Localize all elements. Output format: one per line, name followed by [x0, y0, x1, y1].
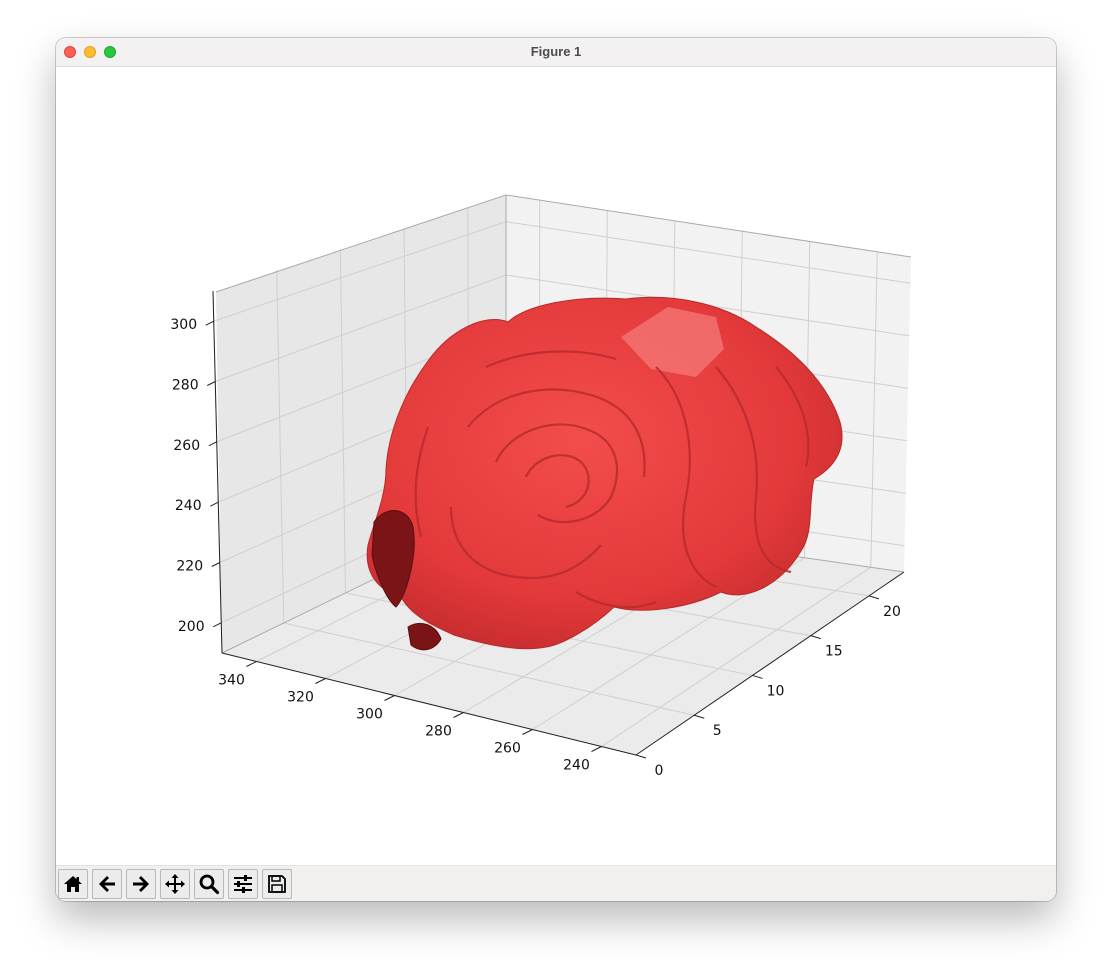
save-icon [268, 875, 286, 893]
y-tick-label: 20 [883, 604, 901, 620]
home-icon [64, 876, 82, 892]
x-tick-label: 260 [494, 741, 521, 757]
surface-hole-left [371, 510, 415, 608]
z-tick-mark [210, 501, 219, 507]
surface [366, 296, 843, 651]
home-button[interactable] [58, 869, 88, 899]
z-tick-label: 220 [176, 559, 203, 575]
y-tick-label: 0 [655, 763, 664, 779]
pan-icon [165, 874, 185, 894]
surface-highlight [621, 307, 724, 377]
y-tick-mark [810, 635, 821, 640]
surface-folds [414, 350, 810, 609]
z-tick-mark [208, 441, 217, 447]
z-axis-line [212, 290, 223, 654]
y-tick-label: 15 [825, 644, 843, 660]
maximize-window-button[interactable] [104, 46, 116, 58]
close-window-button[interactable] [64, 46, 76, 58]
y-axis-line [635, 571, 905, 756]
configure-subplots-button[interactable] [228, 869, 258, 899]
z-tick-label: 300 [170, 317, 197, 333]
configure-subplots-icon [234, 875, 252, 893]
surface-hole-bottom [407, 623, 442, 651]
plot-canvas[interactable]: 200 220 240 260 280 300 340 320 300 280 260 240 0 5 10… [56, 67, 1056, 865]
x-tick-mark [453, 712, 464, 718]
surface-body [366, 296, 843, 650]
z-tick-label: 240 [175, 498, 202, 514]
y-tick-mark [752, 674, 763, 679]
window-title: Figure 1 [530, 44, 582, 59]
x-tick-mark [384, 695, 395, 701]
forward-button[interactable] [126, 869, 156, 899]
z-tick-label: 260 [173, 438, 200, 454]
zoom-icon [199, 874, 220, 895]
minimize-window-button[interactable] [84, 46, 96, 58]
forward-icon [133, 876, 149, 892]
z-tick-mark [207, 381, 216, 386]
x-axis-line [221, 652, 637, 756]
y-tick-label: 5 [713, 723, 722, 739]
figure-window: Figure 1 200 220 240 260 280 300 340 320 300 280 2… [56, 38, 1056, 901]
z-tick-mark [213, 622, 222, 628]
x-tick-mark [315, 678, 326, 684]
z-tick-mark [205, 320, 214, 326]
pan-button[interactable] [160, 869, 190, 899]
y-tick-mark [694, 714, 705, 719]
z-tick-label: 200 [178, 619, 205, 635]
title-bar[interactable]: Figure 1 [56, 38, 1056, 67]
axis-ticks: 200 220 240 260 280 300 340 320 300 280 260 240 0 5 10… [170, 317, 901, 779]
back-icon [99, 876, 115, 892]
x-tick-mark [591, 746, 602, 752]
y-tick-label: 10 [767, 683, 785, 699]
x-tick-label: 240 [563, 758, 590, 774]
z-tick-mark [211, 562, 220, 567]
x-tick-label: 320 [287, 690, 314, 706]
y-tick-mark [868, 595, 880, 600]
back-button[interactable] [92, 869, 122, 899]
x-tick-label: 300 [356, 707, 383, 723]
x-tick-mark [522, 729, 533, 735]
x-tick-label: 280 [425, 724, 452, 740]
zoom-button[interactable] [194, 869, 224, 899]
y-tick-mark [635, 754, 647, 759]
x-tick-mark [246, 661, 257, 667]
navigation-toolbar [56, 865, 1056, 901]
x-tick-label: 340 [218, 673, 245, 689]
z-tick-label: 280 [172, 378, 199, 394]
save-button[interactable] [262, 869, 292, 899]
